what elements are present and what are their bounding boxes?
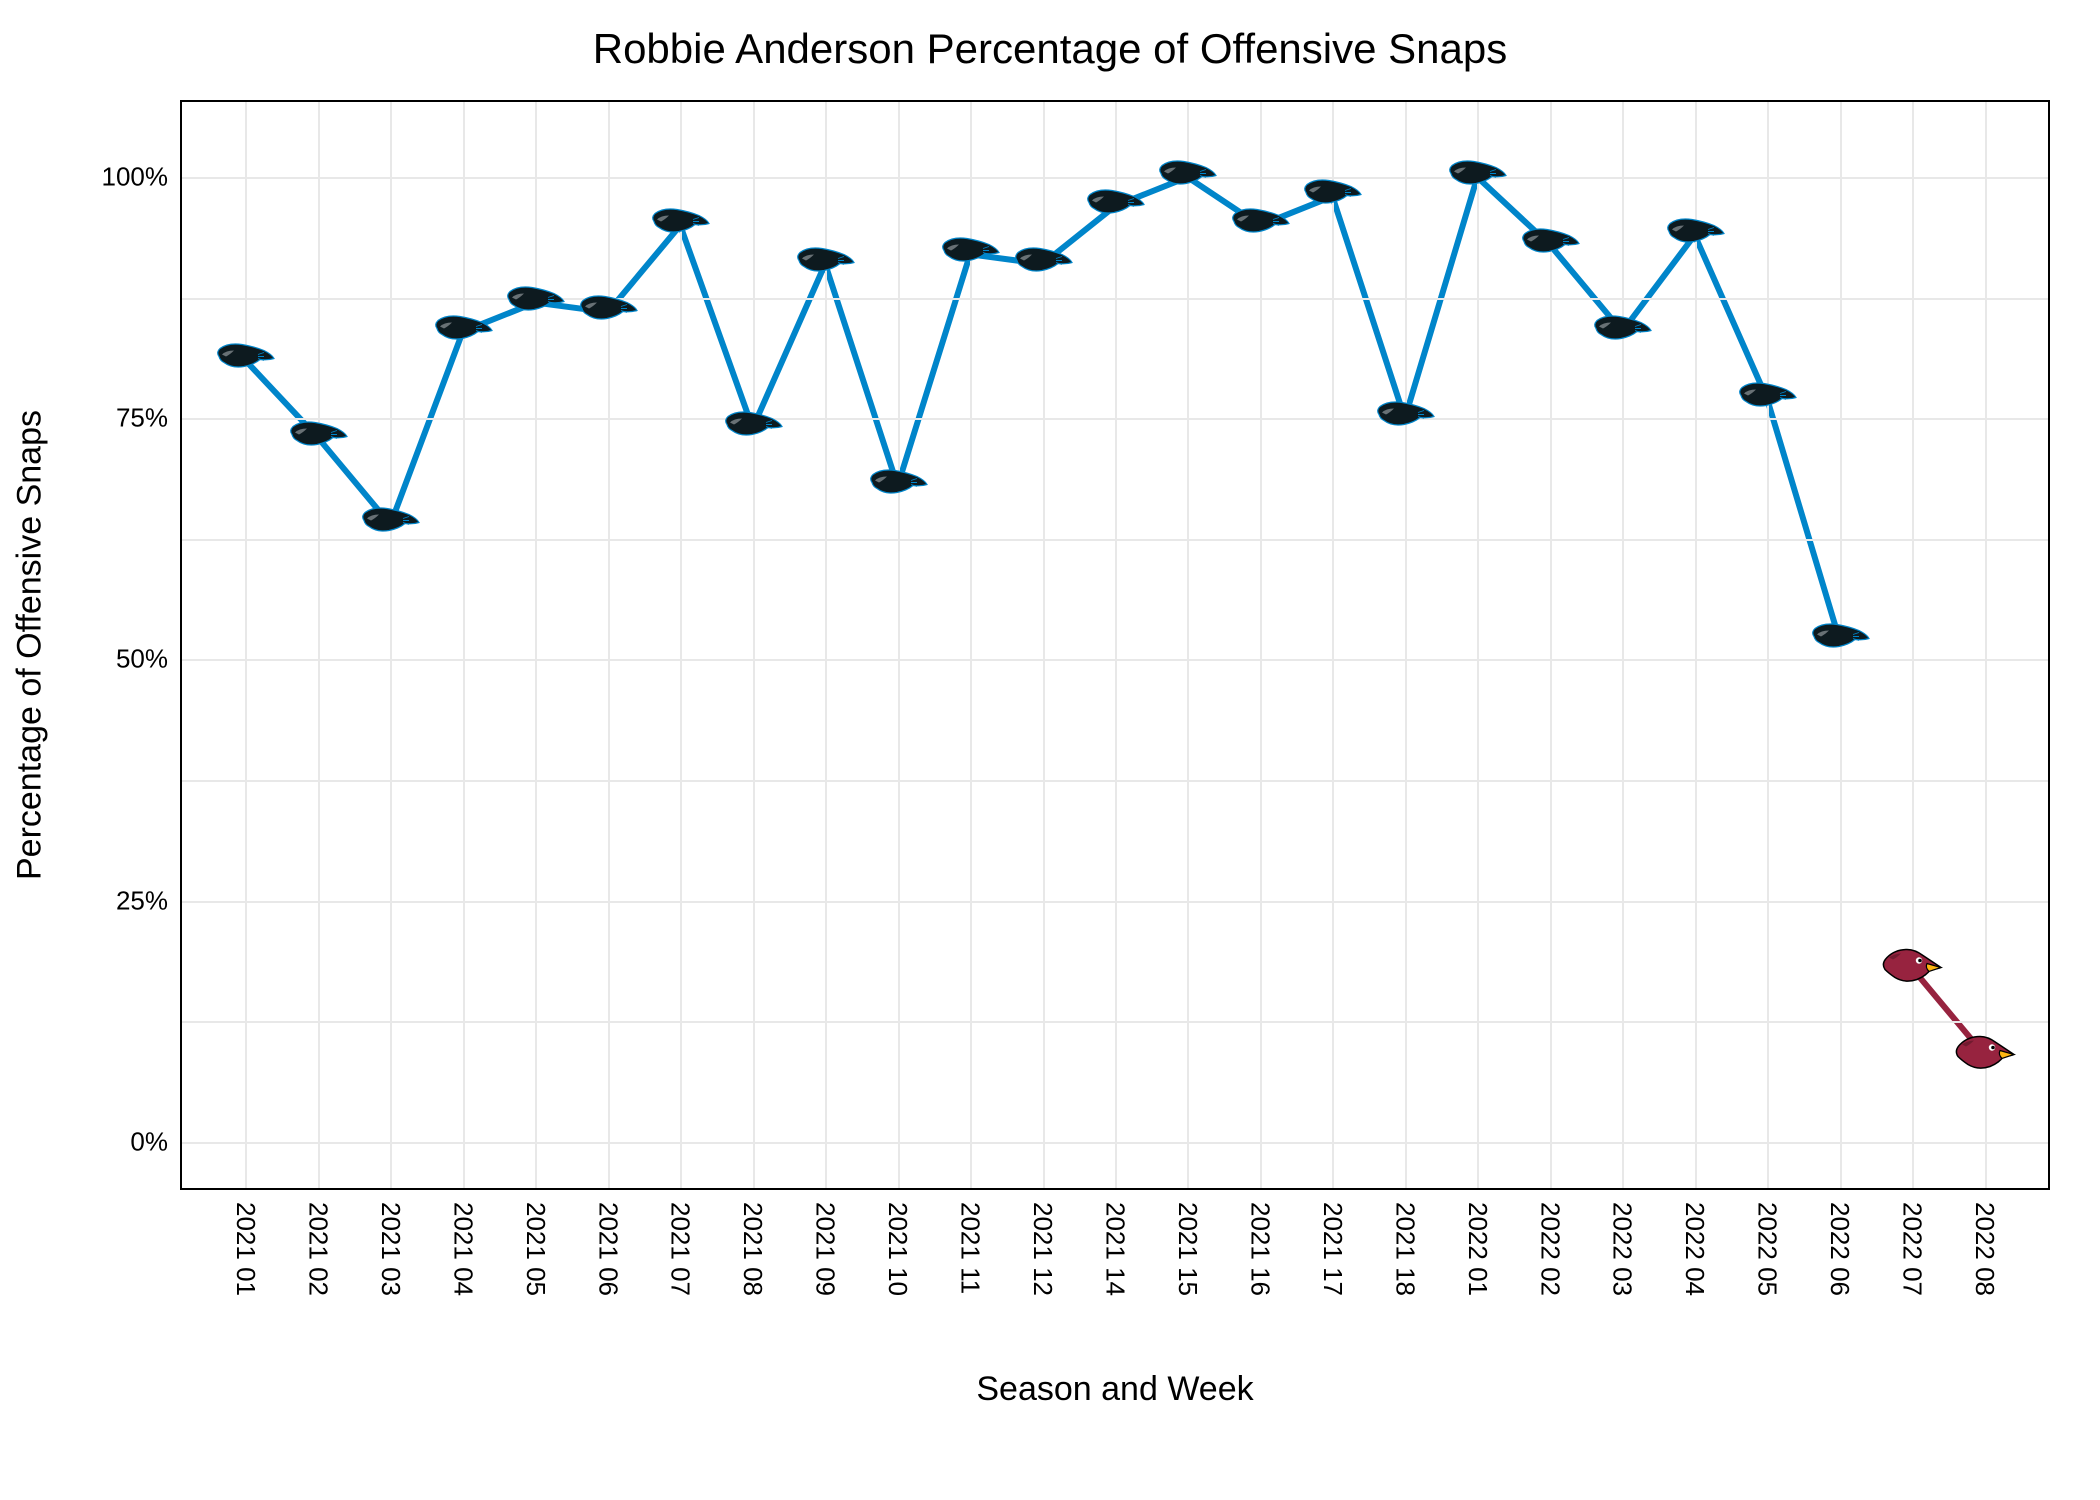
plot-border: [180, 100, 2050, 102]
grid-line-vertical: [1043, 100, 1045, 1190]
grid-line-vertical: [970, 100, 972, 1190]
y-tick-label: 25%: [116, 885, 168, 916]
x-tick-label: 2021 01: [230, 1202, 261, 1296]
x-tick-label: 2021 05: [520, 1202, 551, 1296]
y-tick-label: 50%: [116, 644, 168, 675]
x-tick-label: 2022 05: [1752, 1202, 1783, 1296]
x-tick-label: 2021 02: [302, 1202, 333, 1296]
grid-line-vertical: [753, 100, 755, 1190]
grid-line-vertical: [1622, 100, 1624, 1190]
grid-line-vertical: [1550, 100, 1552, 1190]
x-tick-label: 2021 08: [737, 1202, 768, 1296]
grid-line-vertical: [1985, 100, 1987, 1190]
x-tick-label: 2021 04: [447, 1202, 478, 1296]
grid-line-vertical: [1840, 100, 1842, 1190]
grid-line-vertical: [1912, 100, 1914, 1190]
x-tick-label: 2021 11: [955, 1202, 986, 1294]
grid-line-vertical: [1695, 100, 1697, 1190]
y-axis-title: Percentage of Offensive Snaps: [11, 410, 50, 880]
x-tick-label: 2022 06: [1824, 1202, 1855, 1296]
y-tick-label: 75%: [116, 403, 168, 434]
plot-border: [2048, 100, 2050, 1190]
grid-line-vertical: [898, 100, 900, 1190]
x-tick-label: 2021 16: [1244, 1202, 1275, 1296]
x-tick-label: 2021 07: [665, 1202, 696, 1296]
grid-line-vertical: [1405, 100, 1407, 1190]
x-tick-label: 2021 18: [1389, 1202, 1420, 1296]
x-tick-label: 2022 03: [1607, 1202, 1638, 1296]
x-tick-label: 2021 06: [592, 1202, 623, 1296]
grid-line-vertical: [680, 100, 682, 1190]
x-tick-label: 2021 17: [1317, 1202, 1348, 1296]
plot-area: 0%25%50%75%100%2021 012021 022021 032021…: [180, 100, 2050, 1190]
plot-border: [180, 1188, 2050, 1190]
grid-line-vertical: [463, 100, 465, 1190]
x-tick-label: 2021 10: [882, 1202, 913, 1296]
grid-line-vertical: [245, 100, 247, 1190]
grid-line-vertical: [535, 100, 537, 1190]
x-tick-label: 2022 07: [1897, 1202, 1928, 1296]
y-tick-label: 0%: [130, 1126, 168, 1157]
chart-container: Robbie Anderson Percentage of Offensive …: [0, 0, 2100, 1500]
grid-line-vertical: [390, 100, 392, 1190]
grid-line-vertical: [1767, 100, 1769, 1190]
grid-line-vertical: [1332, 100, 1334, 1190]
chart-title: Robbie Anderson Percentage of Offensive …: [0, 25, 2100, 73]
y-tick-label: 100%: [102, 162, 169, 193]
grid-line-vertical: [318, 100, 320, 1190]
plot-border: [180, 100, 182, 1190]
x-tick-label: 2021 15: [1172, 1202, 1203, 1296]
series-line: [1912, 968, 1984, 1055]
x-tick-label: 2022 08: [1969, 1202, 2000, 1296]
grid-line-vertical: [825, 100, 827, 1190]
grid-line-vertical: [1477, 100, 1479, 1190]
grid-line-vertical: [1260, 100, 1262, 1190]
x-axis-title: Season and Week: [976, 1370, 1253, 1409]
x-tick-label: 2022 02: [1534, 1202, 1565, 1296]
x-tick-label: 2021 14: [1100, 1202, 1131, 1296]
grid-line-vertical: [1187, 100, 1189, 1190]
x-tick-label: 2021 03: [375, 1202, 406, 1296]
x-tick-label: 2021 09: [810, 1202, 841, 1296]
grid-line-vertical: [1115, 100, 1117, 1190]
grid-line-vertical: [608, 100, 610, 1190]
x-tick-label: 2022 04: [1679, 1202, 1710, 1296]
x-tick-label: 2021 12: [1027, 1202, 1058, 1296]
x-tick-label: 2022 01: [1462, 1202, 1493, 1296]
